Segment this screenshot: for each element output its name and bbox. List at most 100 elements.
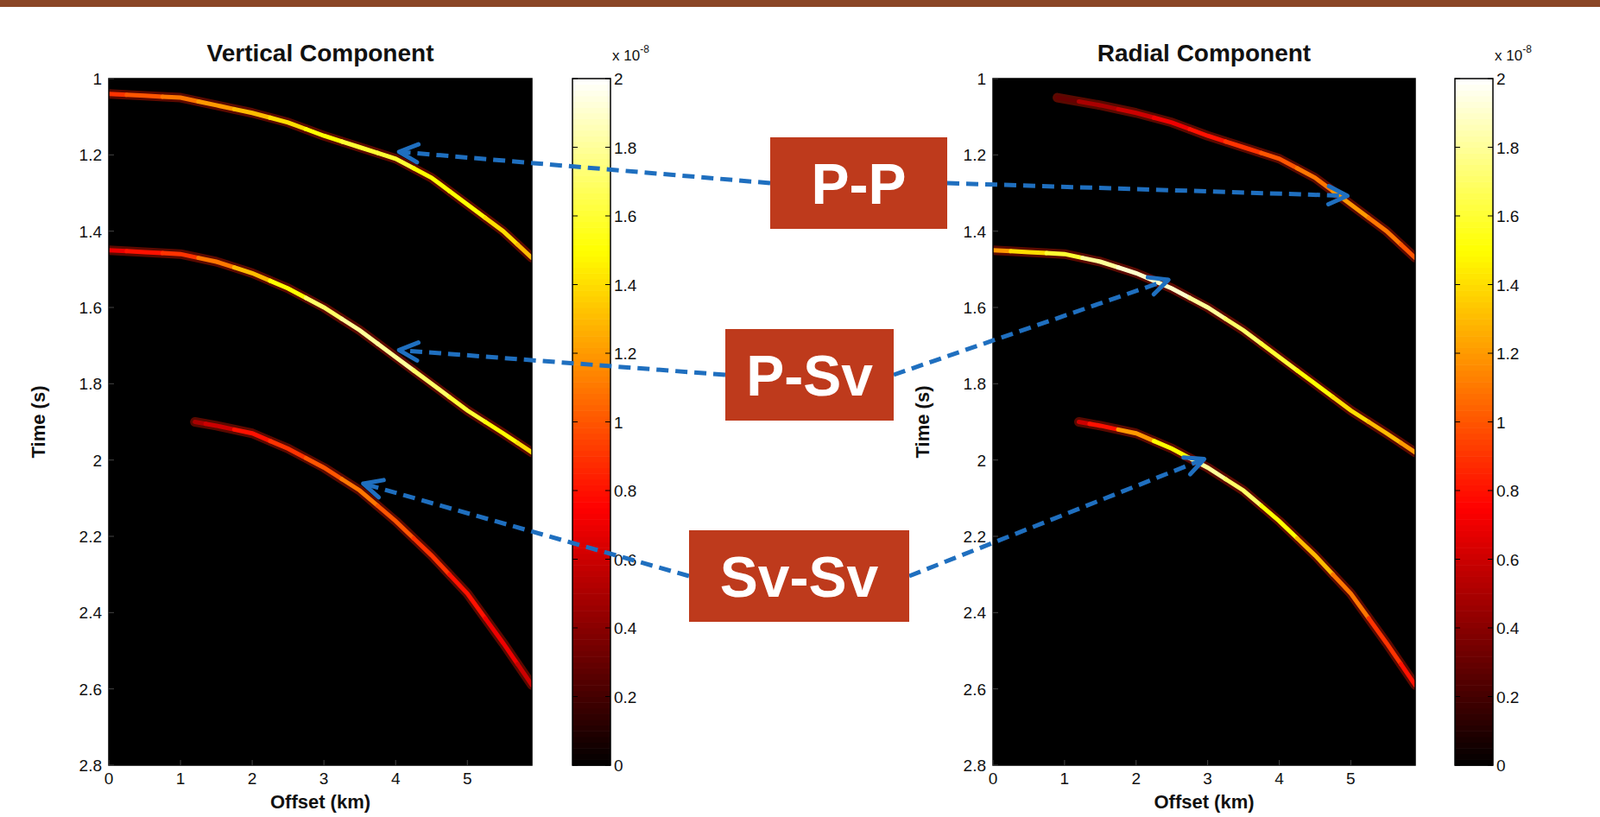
colorbar-cell xyxy=(1454,376,1493,383)
x-axis-title: Offset (km) xyxy=(1153,790,1254,813)
y-axis-title: Time (s) xyxy=(911,385,934,459)
y-tick xyxy=(108,459,114,461)
colorbar-cell xyxy=(1454,673,1493,680)
colorbar-cell xyxy=(1454,753,1493,760)
colorbar-cell xyxy=(572,645,611,652)
colorbar-cell xyxy=(1454,633,1493,640)
event-curve xyxy=(1057,97,1416,258)
event-amplitude xyxy=(1011,251,1047,253)
arrow-head xyxy=(363,480,385,498)
event-amplitude xyxy=(1261,343,1297,371)
colorbar-cell xyxy=(1454,307,1493,314)
colorbar-tick-label: 1.4 xyxy=(613,276,638,295)
colorbar-cell xyxy=(572,176,611,183)
colorbar-cell xyxy=(572,621,611,628)
colorbar-cell xyxy=(572,130,611,137)
y-tick xyxy=(108,765,114,766)
colorbar-cell xyxy=(572,536,611,543)
colorbar-cell xyxy=(1454,341,1493,348)
y-tick xyxy=(108,536,114,538)
x-tick xyxy=(180,759,182,766)
colorbar-tick-label: 1.6 xyxy=(1496,207,1519,226)
event-amplitude xyxy=(162,96,199,102)
colorbar-cell xyxy=(1454,290,1493,297)
colorbar-cell xyxy=(1454,736,1493,743)
y-tick-label: 2.2 xyxy=(963,527,987,546)
colorbar-cell xyxy=(1454,227,1493,234)
colorbar-cell xyxy=(572,518,611,525)
colorbar-cell xyxy=(1454,564,1493,571)
y-tick xyxy=(992,612,999,614)
event-amplitude xyxy=(1225,479,1261,506)
event-amplitude xyxy=(992,250,1012,252)
event-amplitude xyxy=(449,574,486,619)
annotation-box xyxy=(725,328,894,421)
colorbar-cell xyxy=(1454,433,1493,440)
colorbar-cell xyxy=(1454,364,1493,371)
colorbar-tick xyxy=(1487,78,1493,80)
colorbar-tick xyxy=(1487,765,1493,766)
colorbar-cell xyxy=(572,193,611,200)
colorbar-tick-label: 0 xyxy=(613,756,624,775)
colorbar-cell xyxy=(572,616,611,623)
colorbar-cell xyxy=(1454,244,1493,251)
colorbar-cell xyxy=(1454,301,1493,308)
x-tick xyxy=(323,759,325,766)
colorbar-tick xyxy=(605,490,611,492)
colorbar-cell xyxy=(572,284,611,291)
event-amplitude xyxy=(198,258,235,268)
colorbar-cell xyxy=(1454,370,1493,377)
event-amplitude xyxy=(1400,664,1416,685)
event-amplitude xyxy=(305,297,342,319)
y-axis-title: Time (s) xyxy=(27,385,50,459)
event-amplitude xyxy=(413,537,450,575)
colorbar-cell xyxy=(572,239,611,246)
colorbar-cell xyxy=(1454,353,1493,360)
colorbar-cell xyxy=(1454,141,1493,148)
colorbar-cell xyxy=(572,272,611,279)
colorbar-tick xyxy=(1487,421,1493,423)
colorbar-cell xyxy=(572,410,611,417)
event-amplitude xyxy=(233,108,271,118)
colorbar-cell xyxy=(572,479,611,486)
event-amplitude xyxy=(1400,442,1416,453)
x-tick-label: 3 xyxy=(1202,769,1213,788)
colorbar-cell xyxy=(572,427,611,434)
colorbar-cell xyxy=(572,170,611,177)
colorbar-cell xyxy=(572,651,611,658)
colorbar-cell xyxy=(572,135,611,142)
colorbar-cell xyxy=(1454,272,1493,279)
colorbar-cell xyxy=(572,753,611,760)
colorbar-tick-label: 0.8 xyxy=(613,481,637,500)
colorbar-tick xyxy=(572,284,578,285)
event-amplitude xyxy=(1368,422,1401,443)
colorbar-cell xyxy=(1454,193,1493,200)
colorbar-cell xyxy=(1454,198,1493,205)
colorbar-cell xyxy=(1454,118,1493,125)
colorbar-tick-label: 1.4 xyxy=(1496,276,1520,295)
colorbar-tick xyxy=(1454,146,1461,148)
colorbar-cell xyxy=(572,610,611,617)
plot-frame xyxy=(108,78,532,766)
colorbar-cell xyxy=(1454,324,1493,331)
event-amplitude xyxy=(1333,574,1369,619)
colorbar-cell xyxy=(572,742,611,749)
colorbar-tick xyxy=(605,765,611,766)
colorbar-cell xyxy=(1454,398,1493,405)
colorbar-cell xyxy=(1454,78,1493,85)
colorbar-cell xyxy=(1454,593,1493,600)
x-tick-label: 2 xyxy=(247,769,258,788)
colorbar-tick xyxy=(1454,353,1461,355)
x-tick-label: 5 xyxy=(1346,769,1356,788)
event-amplitude xyxy=(377,505,414,539)
colorbar-tick xyxy=(1487,490,1493,492)
colorbar-cell xyxy=(572,101,611,108)
colorbar-cell xyxy=(572,318,611,325)
colorbar-cell xyxy=(1454,347,1493,354)
x-tick-label: 2 xyxy=(1131,769,1141,788)
event-curve xyxy=(195,422,532,686)
colorbar-tick xyxy=(1454,765,1461,766)
colorbar-cell xyxy=(1454,616,1493,623)
colorbar-cell xyxy=(572,713,611,720)
event-amplitude xyxy=(517,442,532,453)
